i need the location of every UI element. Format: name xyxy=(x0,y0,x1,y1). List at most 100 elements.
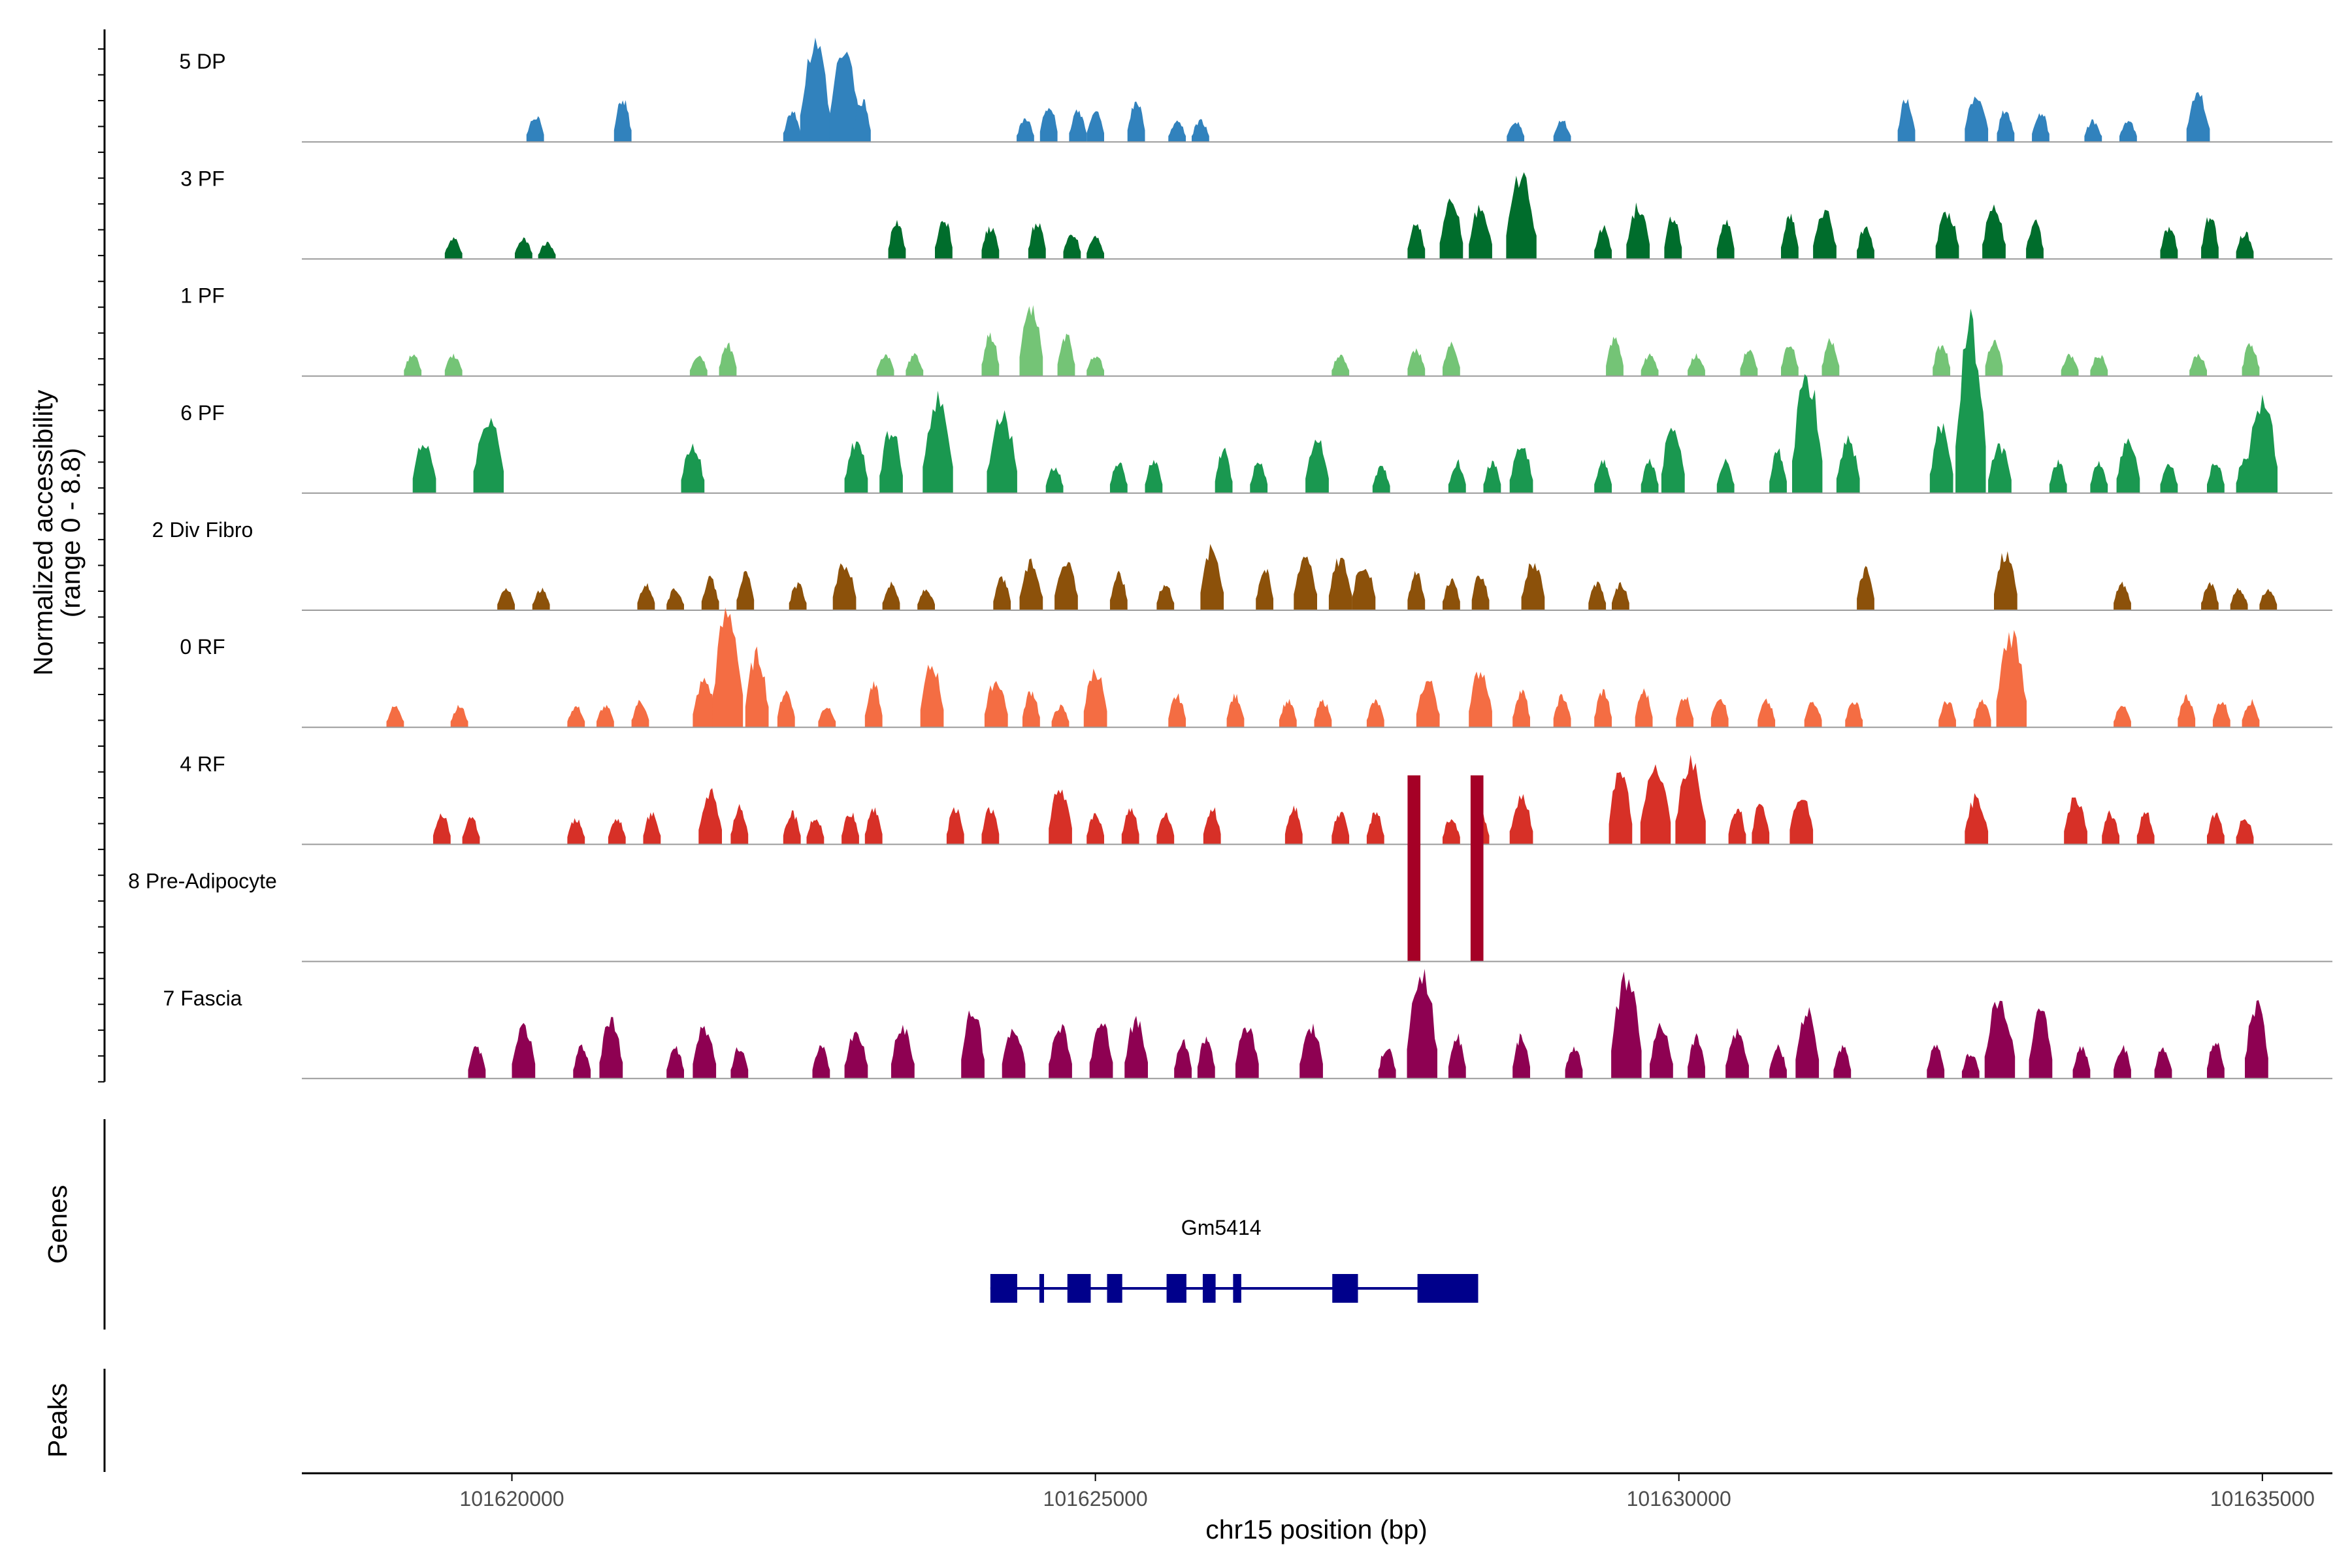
coverage-peak xyxy=(1256,568,1274,610)
track-label: 0 RF xyxy=(180,635,225,659)
coverage-peak xyxy=(1407,775,1421,962)
coverage-peak xyxy=(730,1047,749,1079)
coverage-peak xyxy=(2206,812,2225,845)
coverage-peak xyxy=(1174,1039,1192,1079)
coverage-peak xyxy=(1203,807,1221,845)
coverage-peak xyxy=(1002,1028,1026,1079)
coverage-peak xyxy=(2061,353,2079,376)
coverage-peak xyxy=(1609,772,1633,845)
coverage-peak xyxy=(596,704,614,728)
coverage-peak xyxy=(1553,694,1571,728)
coverage-peak xyxy=(1897,99,1916,142)
coverage-peak xyxy=(2090,355,2108,376)
coverage-peak xyxy=(444,353,463,376)
coverage-peak xyxy=(1740,350,1758,376)
coverage-peak xyxy=(450,704,468,728)
coverage-peak xyxy=(806,819,825,845)
coverage-peak xyxy=(1284,805,1303,845)
track-7-fascia: 7 Fascia xyxy=(163,968,2332,1079)
track-3-pf: 3 PF xyxy=(180,167,2332,260)
coverage-peak xyxy=(2084,119,2102,142)
coverage-peak xyxy=(2230,587,2248,610)
coverage-peak xyxy=(1109,570,1128,610)
coverage-peak xyxy=(1728,808,1746,845)
coverage-peak xyxy=(1769,1044,1787,1079)
gene-exon xyxy=(990,1274,1017,1303)
coverage-peak xyxy=(1443,578,1460,610)
coverage-peak xyxy=(987,410,1017,493)
coverage-peak xyxy=(812,1045,830,1079)
coverage-peak xyxy=(599,1017,623,1079)
peaks-label: Peaks xyxy=(42,1383,73,1458)
coverage-peak xyxy=(783,810,801,845)
coverage-peak xyxy=(2116,438,2140,493)
track-5-dp: 5 DP xyxy=(179,37,2332,143)
coverage-peak xyxy=(2049,459,2067,493)
coverage-y-axis xyxy=(98,29,106,1083)
coverage-peak xyxy=(1509,448,1533,493)
gene-exon xyxy=(1107,1274,1122,1303)
coverage-peak xyxy=(1407,223,1426,259)
coverage-peak xyxy=(981,332,1000,376)
coverage-peak xyxy=(2026,219,2044,259)
coverage-peak xyxy=(1197,1036,1215,1079)
coverage-peak xyxy=(1565,1046,1583,1079)
coverage-peak xyxy=(1069,109,1087,142)
coverage-peak xyxy=(2119,121,2137,142)
coverage-peak xyxy=(1833,1045,1852,1079)
x-axis-tick-label: 101625000 xyxy=(1043,1487,1148,1511)
coverage-peak xyxy=(473,417,504,493)
coverage-peak xyxy=(2029,1008,2053,1079)
coverage-peak xyxy=(2090,461,2108,493)
coverage-peak xyxy=(1716,458,1735,493)
coverage-peak xyxy=(386,706,404,728)
coverage-peak xyxy=(1688,1033,1705,1079)
coverage-peak xyxy=(1086,356,1105,376)
coverage-peak xyxy=(935,221,953,259)
coverage-peak xyxy=(1063,235,1081,259)
gene-exon xyxy=(1417,1274,1478,1303)
coverage-peak xyxy=(1836,435,1860,493)
coverage-peak xyxy=(1416,680,1440,728)
coverage-peak xyxy=(1626,202,1650,259)
coverage-peak xyxy=(844,1032,868,1079)
track-label: 4 RF xyxy=(180,752,225,776)
coverage-peak xyxy=(1407,968,1437,1079)
coverage-peak xyxy=(2236,819,2254,845)
coverage-peak xyxy=(462,817,480,845)
track-label: 2 Div Fibro xyxy=(152,518,253,542)
coverage-peak xyxy=(1448,1033,1466,1079)
coverage-peak xyxy=(917,589,936,610)
coverage-peak xyxy=(1512,689,1530,728)
coverage-peak xyxy=(1156,812,1175,845)
track-1-pf: 1 PF xyxy=(180,284,2332,377)
coverage-peak xyxy=(844,441,868,493)
coverage-peak xyxy=(1443,341,1460,376)
coverage-peak xyxy=(1086,111,1105,142)
coverage-peak xyxy=(1448,459,1466,493)
coverage-peak xyxy=(1973,699,1991,728)
coverage-peak xyxy=(1594,459,1612,493)
coverage-peak xyxy=(1378,1049,1396,1079)
coverage-peak xyxy=(2201,217,2219,259)
coverage-peak xyxy=(1299,1023,1323,1079)
coverage-peak xyxy=(2160,464,2178,493)
coverage-peak xyxy=(2072,1046,2091,1079)
coverage-peak xyxy=(1965,96,1989,142)
coverage-peak xyxy=(1168,120,1186,142)
coverage-peak xyxy=(736,570,755,610)
coverage-peak xyxy=(993,576,1011,610)
genes-label: Genes xyxy=(42,1185,73,1264)
coverage-peak xyxy=(512,1022,536,1079)
coverage-peak xyxy=(573,1044,591,1079)
coverage-peak xyxy=(961,1010,985,1079)
coverage-peak xyxy=(1938,701,1956,728)
coverage-peak xyxy=(1145,459,1163,493)
coverage-peak xyxy=(1929,423,1953,493)
coverage-peak xyxy=(1407,571,1426,610)
coverage-peak xyxy=(1019,305,1043,376)
coverage-peak xyxy=(882,581,900,610)
coverage-peak xyxy=(1641,458,1659,493)
coverage-peak xyxy=(1933,345,1951,376)
